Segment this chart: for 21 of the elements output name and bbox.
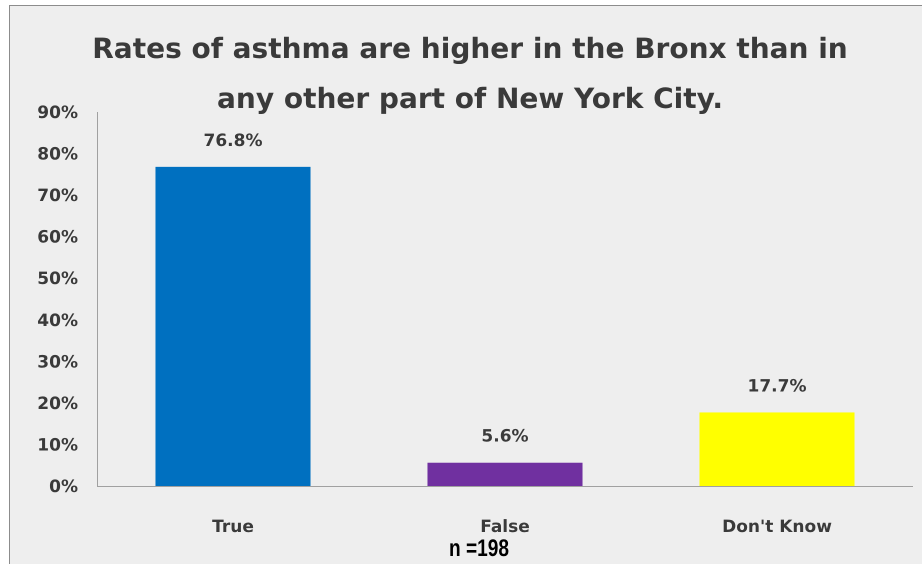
y-tick-label: 20% <box>37 394 78 414</box>
y-tick-label: 90% <box>37 103 78 123</box>
y-tick-label: 10% <box>37 435 78 456</box>
data-label: 5.6% <box>481 426 529 447</box>
y-tick-label: 60% <box>37 228 78 248</box>
x-tick-label: True <box>212 517 254 537</box>
y-tick-label: 40% <box>37 310 78 331</box>
y-tick-label: 70% <box>37 186 78 206</box>
y-tick-label: 80% <box>37 144 78 165</box>
y-tick-label: 30% <box>37 352 78 372</box>
chart-title: Rates of asthma are higher in the Bronx than in any other part of New York City. <box>92 32 848 115</box>
data-label: 76.8% <box>204 130 262 151</box>
x-tick-label: False <box>480 517 530 537</box>
y-tick-label: 0% <box>49 477 78 497</box>
bar <box>699 412 855 486</box>
y-tick-label: 50% <box>37 269 78 290</box>
bar <box>155 166 311 486</box>
bar <box>427 462 583 486</box>
text: n =198 <box>449 535 524 562</box>
x-tick-label: Don't Know <box>722 517 832 537</box>
data-label: 17.7% <box>748 376 806 396</box>
